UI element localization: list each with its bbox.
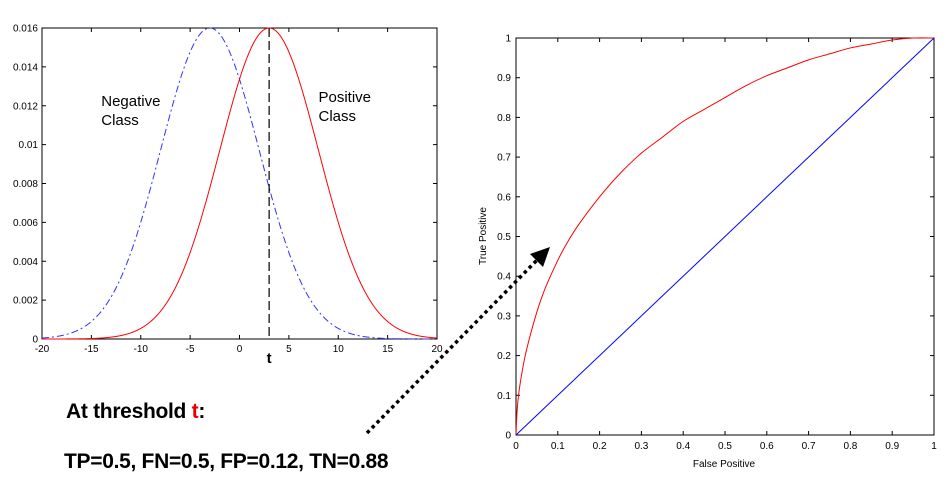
dist-y-tick-label: 0.008 — [13, 179, 38, 190]
roc-y-tick-label: 0.3 — [497, 311, 511, 322]
roc-x-tick-label: 1 — [931, 441, 937, 452]
dist-x-tick-label: -15 — [84, 344, 99, 355]
dist-y-tick-label: 0.004 — [13, 257, 38, 268]
dist-x-tick-label: -5 — [186, 344, 195, 355]
roc-curve-line — [515, 37, 935, 436]
distribution-plot-area — [41, 27, 438, 340]
class-annotation: Negative Class — [101, 93, 160, 129]
dist-x-tick-label: 15 — [382, 344, 394, 355]
roc-y-tick-label: 0.5 — [497, 232, 511, 243]
caption-threshold-prefix: At threshold — [66, 400, 192, 423]
caption-rates: TP=0.5, FN=0.5, FP=0.12, TN=0.88 — [64, 450, 389, 473]
distribution-chart: -20 -15 -10 -5 0 5 10 15 20 0 0.002 0.004 0.006 0.008… — [13, 24, 443, 368]
dist-y-tick-label: 0.016 — [13, 24, 38, 35]
dist-x-tick-label: -10 — [134, 344, 149, 355]
roc-x-tick-label: 0.3 — [634, 441, 648, 452]
dist-x-tick-label: 20 — [431, 344, 443, 355]
dist-y-tick-label: 0.01 — [19, 140, 39, 151]
roc-y-tick-label: 1 — [505, 34, 511, 45]
positive-class-curve — [42, 27, 438, 340]
roc-x-tick-label: 0 — [513, 441, 519, 452]
roc-x-tick-label: 0.7 — [802, 441, 816, 452]
chance-line — [515, 37, 935, 436]
roc-x-tick-label: 0.5 — [718, 441, 732, 452]
roc-y-tick-label: 0.8 — [497, 113, 511, 124]
roc-y-tick-label: 0.7 — [497, 153, 511, 164]
dist-y-tick-label: 0 — [32, 335, 38, 346]
caption-threshold-t: t — [191, 400, 199, 423]
caption-threshold-suffix: : — [198, 400, 206, 423]
roc-x-tick-label: 0.2 — [593, 441, 607, 452]
roc-x-tick-label: 0.9 — [885, 441, 899, 452]
roc-y-tick-label: 0.9 — [497, 73, 511, 84]
roc-x-tick-label: 0.8 — [843, 441, 857, 452]
pointer-arrow-line — [365, 255, 542, 435]
class-annotation-line1: Negative — [101, 93, 160, 110]
dist-x-tick-label: 10 — [333, 344, 345, 355]
caption-threshold: At threshold t: — [66, 400, 205, 424]
class-annotation-line1: Positive — [319, 89, 372, 106]
dist-x-tick-label: 0 — [237, 344, 243, 355]
class-annotation: Positive Class — [319, 89, 372, 125]
dist-x-tick-label: 5 — [286, 344, 292, 355]
roc-x-tick-label: 0.6 — [760, 441, 774, 452]
roc-y-tick-label: 0.1 — [497, 391, 511, 402]
roc-x-tick-label: 0.4 — [676, 441, 690, 452]
class-annotation-line2: Class — [101, 112, 139, 129]
roc-y-axis-label: True Positive — [478, 207, 489, 265]
roc-y-tick-label: 0.4 — [497, 272, 511, 283]
roc-chart: 0 0.1 0.2 0.3 0.4 0.5 0.6 0.7 0.8 0.9 1 0 0.1 0.2 0.3 0… — [478, 34, 937, 471]
pointer-arrow-head — [530, 247, 550, 267]
threshold-label: t — [267, 350, 272, 367]
roc-y-tick-label: 0.2 — [497, 351, 511, 362]
dist-y-tick-label: 0.014 — [13, 62, 38, 73]
class-annotation-line2: Class — [319, 108, 357, 125]
roc-x-tick-label: 0.1 — [551, 441, 565, 452]
dist-y-tick-label: 0.006 — [13, 218, 38, 229]
roc-x-axis-label: False Positive — [693, 459, 756, 470]
dist-y-tick-label: 0.002 — [13, 296, 38, 307]
dist-y-tick-label: 0.012 — [13, 101, 38, 112]
roc-y-tick-label: 0.6 — [497, 192, 511, 203]
dist-x-tick-label: -20 — [35, 344, 50, 355]
pointer-arrow — [365, 247, 550, 435]
roc-y-tick-label: 0 — [505, 431, 511, 442]
